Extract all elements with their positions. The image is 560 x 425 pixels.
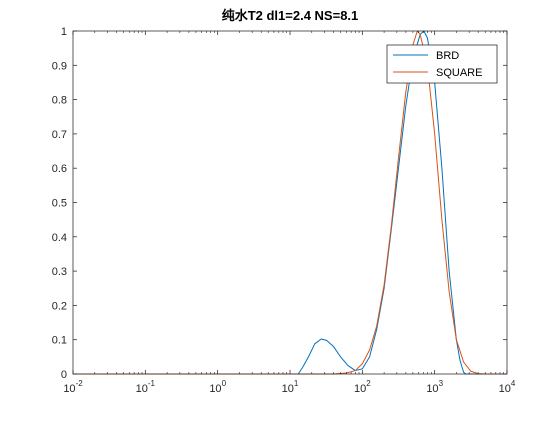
y-tick-label: 0.9 [52, 60, 67, 72]
legend: BRD SQUARE [386, 44, 498, 84]
y-tick-label: 0.1 [52, 335, 67, 347]
y-tick-label: 0.5 [52, 198, 67, 210]
chart-title: 纯水T2 dl1=2.4 NS=8.1 [222, 8, 359, 23]
x-tick-label: 10-1 [136, 379, 156, 395]
y-tick-label: 1 [61, 26, 67, 38]
y-tick-label: 0 [61, 369, 67, 381]
x-tick-label: 103 [426, 379, 443, 395]
axes-layer: 0 0.1 0.2 0.3 0.4 0.5 0.6 0.7 0.8 0.9 1 10-2 10-1 100… [52, 26, 516, 395]
legend-label-brd: BRD [436, 50, 459, 62]
y-tick-label: 0.4 [52, 232, 67, 244]
x-tick-label: 100 [209, 379, 226, 395]
y-tick-label: 0.2 [52, 300, 67, 312]
x-tick-label: 102 [354, 379, 371, 395]
y-tick-label: 0.3 [52, 266, 67, 278]
y-tick-label: 0.8 [52, 95, 67, 107]
y-tick-label: 0.7 [52, 129, 67, 141]
x-tick-label: 10-2 [63, 379, 83, 395]
legend-box [386, 44, 498, 84]
series-line-square [73, 30, 507, 375]
series-layer [73, 30, 507, 375]
legend-label-square: SQUARE [436, 67, 482, 79]
x-tick-label: 104 [499, 379, 516, 395]
x-tick-label: 101 [282, 379, 299, 395]
y-tick-label: 0.6 [52, 163, 67, 175]
